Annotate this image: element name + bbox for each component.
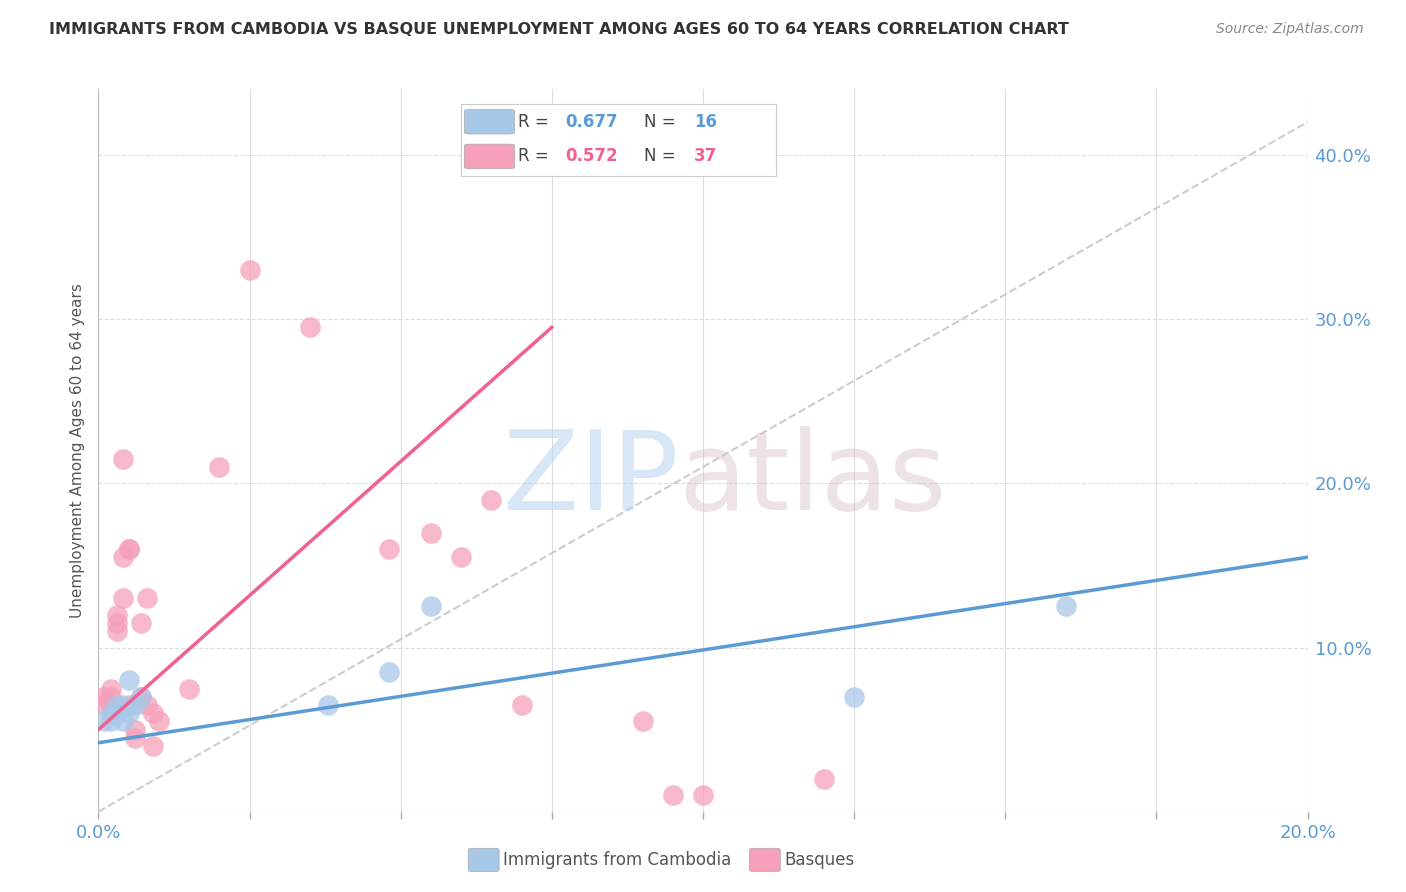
Text: atlas: atlas — [679, 425, 948, 533]
Y-axis label: Unemployment Among Ages 60 to 64 years: Unemployment Among Ages 60 to 64 years — [69, 283, 84, 618]
Point — [105, 706, 128, 721]
Point — [129, 615, 152, 630]
Point — [124, 723, 146, 737]
Point — [105, 615, 128, 630]
Point — [105, 624, 128, 639]
Point — [661, 789, 683, 803]
Point — [93, 698, 115, 712]
Point — [100, 681, 122, 696]
Point — [208, 459, 231, 474]
Point — [118, 541, 141, 556]
Point — [100, 690, 122, 704]
Point — [510, 698, 533, 712]
Point — [105, 607, 128, 622]
Point — [631, 714, 654, 729]
Point — [135, 698, 157, 712]
Text: IMMIGRANTS FROM CAMBODIA VS BASQUE UNEMPLOYMENT AMONG AGES 60 TO 64 YEARS CORREL: IMMIGRANTS FROM CAMBODIA VS BASQUE UNEMP… — [49, 22, 1069, 37]
Point — [299, 320, 322, 334]
Point — [118, 698, 141, 712]
Point — [450, 550, 472, 565]
Point — [118, 541, 141, 556]
Point — [142, 706, 165, 721]
Point — [844, 690, 866, 704]
Text: Basques: Basques — [785, 851, 855, 869]
Point — [377, 665, 399, 680]
Point — [692, 789, 714, 803]
Point — [420, 599, 443, 614]
Point — [105, 698, 128, 712]
Point — [148, 714, 170, 729]
Point — [118, 673, 141, 688]
Point — [118, 706, 141, 721]
Point — [111, 698, 134, 712]
Point — [142, 739, 165, 753]
Point — [135, 591, 157, 606]
Point — [111, 714, 134, 729]
Point — [93, 690, 115, 704]
Point — [124, 731, 146, 745]
Text: Source: ZipAtlas.com: Source: ZipAtlas.com — [1216, 22, 1364, 37]
Point — [93, 714, 115, 729]
Point — [111, 550, 134, 565]
Point — [1054, 599, 1077, 614]
Text: ZIP: ZIP — [503, 425, 679, 533]
Point — [813, 772, 835, 786]
Point — [111, 451, 134, 466]
Point — [124, 698, 146, 712]
Point — [100, 706, 122, 721]
Point — [129, 690, 152, 704]
Point — [100, 714, 122, 729]
Point — [129, 690, 152, 704]
Text: Immigrants from Cambodia: Immigrants from Cambodia — [503, 851, 731, 869]
Point — [179, 681, 201, 696]
Point — [100, 698, 122, 712]
Point — [420, 525, 443, 540]
Point — [111, 591, 134, 606]
Point — [377, 541, 399, 556]
Point — [481, 492, 503, 507]
Point — [316, 698, 339, 712]
Point — [239, 262, 262, 277]
